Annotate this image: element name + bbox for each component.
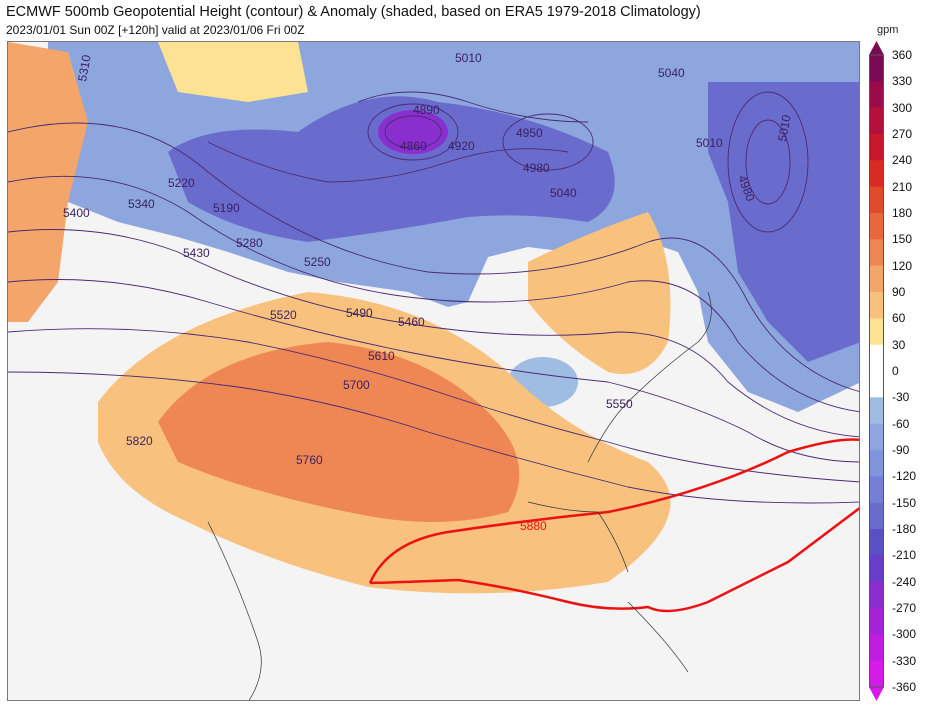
contour-label: 5310 [75, 53, 93, 82]
height-contours [8, 91, 859, 504]
colorbar-tick-label: 30 [892, 337, 906, 352]
negative-anomaly-core-1 [168, 96, 615, 243]
chart-subtitle: 2023/01/01 Sun 00Z [+120h] valid at 2023… [6, 23, 305, 37]
colorbar-tick-label: -210 [892, 548, 917, 563]
colorbar-swatch [869, 371, 884, 398]
colorbar-swatch [869, 160, 884, 188]
colorbar-swatch [869, 134, 884, 161]
colorbar-tick-label: 0 [892, 364, 899, 378]
contour-label: 4890 [413, 103, 440, 117]
colorbar-extend-bottom [869, 687, 884, 701]
colorbar-swatch [869, 476, 884, 504]
colorbar-swatch [869, 502, 884, 530]
colorbar-swatch [869, 239, 884, 267]
colorbar-tick-label: -120 [892, 469, 917, 484]
colorbar-swatch [869, 397, 884, 425]
colorbar-tick-label: -30 [892, 390, 910, 405]
low-center-core [378, 110, 448, 154]
contour-label: 5340 [128, 197, 155, 211]
colorbar-tick-label: -360 [892, 680, 917, 694]
colorbar-swatch [869, 292, 884, 319]
colorbar-swatch [869, 265, 884, 293]
colorbar-unit: gpm [877, 24, 899, 36]
contour-label: 5250 [304, 255, 331, 269]
colorbar-tick-label: -90 [892, 443, 910, 457]
contour-label: 5820 [126, 434, 153, 448]
colorbar-tick-label: 60 [892, 311, 906, 326]
colorbar-tick-label: 180 [892, 206, 913, 220]
colorbar-swatch [869, 660, 884, 688]
colorbar-tick-label: -300 [892, 627, 917, 642]
chart-title: ECMWF 500mb Geopotential Height (contour… [6, 4, 701, 20]
colorbar-swatch [869, 634, 884, 662]
colorbar-swatch [869, 581, 884, 609]
colorbar-tick-label: -330 [892, 653, 917, 668]
colorbar-swatch [869, 55, 884, 82]
negative-anomaly-east [708, 82, 859, 362]
positive-anomaly-northeast [528, 212, 671, 374]
colorbar-tick-label: 150 [892, 232, 913, 247]
map-panel: 5310 5400 5340 5220 5190 5280 5430 5250 … [7, 41, 860, 701]
contour-label: 5220 [168, 176, 195, 190]
contour-label: 5280 [236, 236, 263, 250]
colorbar-tick-label: -270 [892, 601, 917, 615]
positive-anomaly-west [8, 42, 88, 322]
contour-label: 5010 [455, 51, 482, 65]
colorbar-tick-label: -180 [892, 522, 917, 536]
coastlines [207, 291, 712, 700]
colorbar-tick-label: 210 [892, 179, 913, 194]
colorbar-tick-label: -150 [892, 495, 917, 510]
colorbar-tick-label: 330 [892, 74, 913, 89]
contour-label: 5880 [520, 519, 547, 533]
contour-label: 4980 [523, 161, 550, 175]
colorbar-tick-label: 90 [892, 285, 906, 299]
contour-label: 5010 [775, 113, 793, 142]
positive-anomaly-south-core [158, 342, 520, 522]
colorbar-tick-label: 120 [892, 258, 913, 273]
colorbar-swatch [869, 450, 884, 477]
colorbar-swatch [869, 608, 884, 635]
contour-label: 5610 [368, 349, 395, 363]
contour-label: 5400 [63, 206, 90, 220]
contour-label: 5460 [398, 315, 425, 329]
colorbar-swatch [869, 318, 884, 346]
contour-label: 5430 [183, 246, 210, 260]
contour-label: 4920 [448, 139, 475, 153]
colorbar-tick-label: 240 [892, 153, 913, 168]
colorbar-tick-label: 300 [892, 100, 913, 115]
contour-label: 5550 [606, 397, 633, 411]
colorbar-swatch [869, 529, 884, 556]
contour-label: 5760 [296, 453, 323, 467]
colorbar-tick-label: 360 [892, 48, 913, 62]
contour-label: 5520 [270, 308, 297, 322]
contour-label: 5490 [346, 306, 373, 320]
contour-label: 5040 [658, 66, 685, 80]
positive-anomaly-north [158, 42, 308, 102]
colorbar-swatch [869, 186, 884, 214]
map-canvas: 5310 5400 5340 5220 5190 5280 5430 5250 … [8, 42, 859, 700]
colorbar [869, 41, 884, 701]
contour-label: 4860 [400, 139, 427, 153]
colorbar-swatch [869, 81, 884, 109]
contour-5880 [368, 438, 859, 613]
contour-label: 5010 [696, 136, 723, 150]
contour-label: 5700 [343, 378, 370, 392]
colorbar-tick-label: -240 [892, 574, 917, 589]
colorbar-tick-label: -60 [892, 416, 910, 431]
colorbar-swatch [869, 555, 884, 583]
contour-label: 4950 [516, 126, 543, 140]
colorbar-swatch [869, 213, 884, 240]
contour-label: 5190 [213, 201, 240, 215]
colorbar-frame [869, 54, 884, 688]
colorbar-tick-label: 270 [892, 127, 913, 141]
colorbar-swatches [869, 41, 884, 701]
colorbar-extend-top [869, 41, 884, 55]
colorbar-swatch [869, 107, 884, 135]
colorbar-swatch [869, 423, 884, 451]
contour-label: 5040 [550, 186, 577, 200]
colorbar-swatch [869, 344, 884, 372]
